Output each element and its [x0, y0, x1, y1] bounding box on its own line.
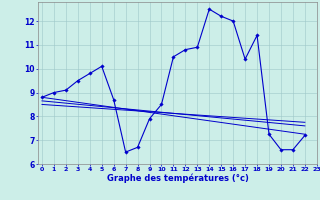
- X-axis label: Graphe des températures (°c): Graphe des températures (°c): [107, 173, 249, 183]
